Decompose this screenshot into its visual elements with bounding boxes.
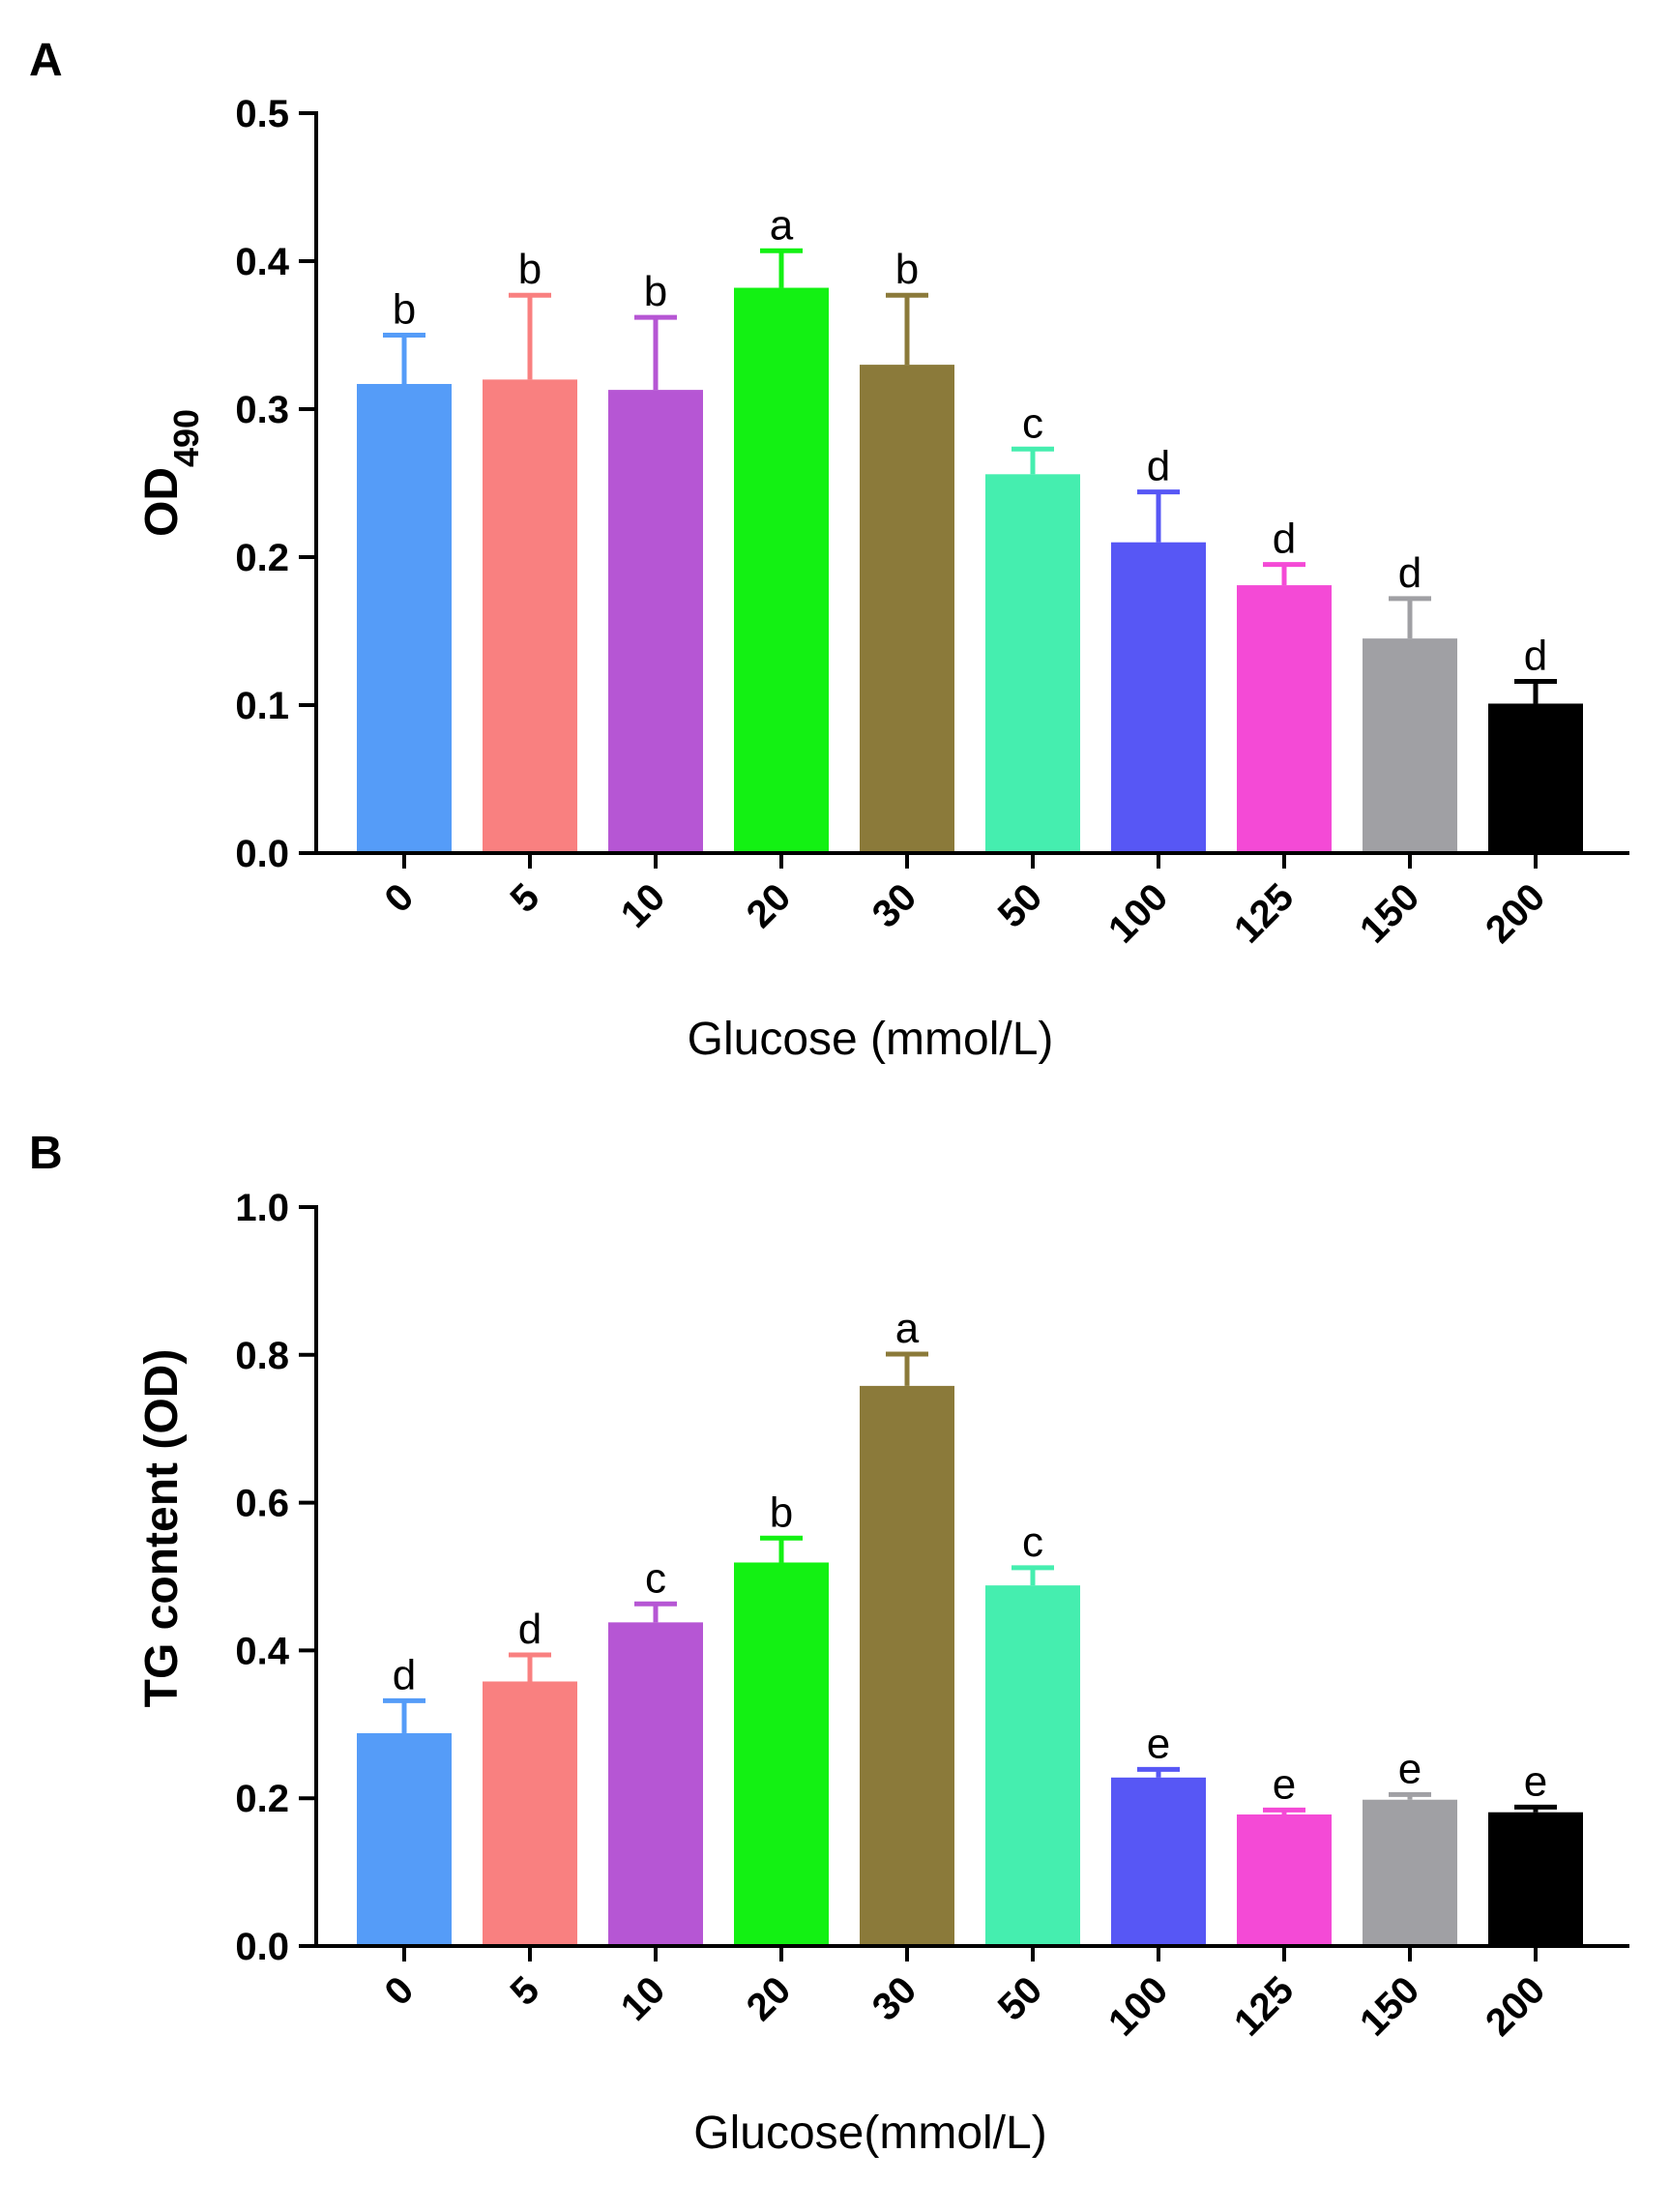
panel-a-y-tick-label-0.3: 0.3: [235, 389, 289, 431]
panel-a-bar-100: [1111, 542, 1206, 853]
panel-b-x-tick-label-20: 20: [739, 1968, 800, 2029]
panel-a-y-tick-label-0.2: 0.2: [235, 537, 289, 579]
panel-b-bar-10: [608, 1622, 703, 1946]
panel-b-bar-150: [1363, 1799, 1457, 1946]
panel-b-x-tick-label-5: 5: [503, 1968, 548, 2014]
panel-b-significance-0: d: [393, 1651, 416, 1698]
panel-a-x-tick-label-30: 30: [865, 875, 925, 936]
panel-a-x-tick-label-125: 125: [1226, 875, 1302, 951]
panel-b-y-axis-title: TG content (OD): [136, 1349, 188, 1708]
panel-a-significance-30: b: [895, 246, 919, 293]
panel-b-x-tick-label-150: 150: [1352, 1968, 1427, 2044]
panel-b-y-tick-label-0.2: 0.2: [235, 1778, 289, 1820]
panel-a-x-tick-label-10: 10: [613, 875, 674, 936]
panel-b-bar-100: [1111, 1777, 1206, 1946]
panel-b-x-tick-label-100: 100: [1100, 1968, 1176, 2044]
panel-b-bar-20: [734, 1562, 829, 1946]
panel-b-significance-100: e: [1147, 1720, 1170, 1767]
panel-a-bar-50: [985, 474, 1080, 853]
panel-a-letter: A: [29, 35, 63, 86]
panel-b-y-tick-label-0.6: 0.6: [235, 1483, 289, 1525]
panel-a-significance-50: c: [1022, 399, 1043, 447]
panel-b-bar-30: [860, 1385, 954, 1946]
panel-b-x-tick-label-125: 125: [1226, 1968, 1302, 2044]
panel-b-y-tick-label-1.0: 1.0: [235, 1187, 289, 1229]
panel-a-y-tick-label-0.5: 0.5: [235, 93, 289, 135]
panel-b-significance-20: b: [770, 1489, 793, 1536]
panel-b-y-tick-label-0.0: 0.0: [235, 1926, 289, 1968]
panel-a-bar-125: [1237, 585, 1332, 853]
panel-a-bar-150: [1363, 638, 1457, 853]
panel-b-significance-5: d: [518, 1606, 542, 1653]
panel-a-significance-200: d: [1524, 633, 1547, 680]
panel-a-significance-0: b: [393, 286, 416, 334]
panel-b-x-tick-label-10: 10: [613, 1968, 674, 2029]
panel-a-bar-30: [860, 365, 954, 853]
panel-a-x-tick-label-20: 20: [739, 875, 800, 936]
panel-a-x-tick-label-5: 5: [503, 875, 548, 921]
panel-b-y-tick-label-0.8: 0.8: [235, 1335, 289, 1377]
panel-a-significance-5: b: [518, 246, 542, 293]
panel-b-significance-150: e: [1398, 1745, 1422, 1792]
panel-a-y-tick-label-0.4: 0.4: [235, 241, 289, 283]
panel-a-bar-20: [734, 287, 829, 853]
panel-b-marks: d 0 d 5 c 10 b 20 a 30 c 50 e 100 e 125 e 150 e 200 0.0 0.2 0.…: [235, 1187, 1629, 2045]
panel-b-x-tick-label-50: 50: [990, 1968, 1051, 2029]
panel-b-x-tick-label-0: 0: [377, 1968, 423, 2014]
panel-a-y-tick-label-0.1: 0.1: [235, 685, 289, 727]
panel-b-y-tick-label-0.4: 0.4: [235, 1630, 289, 1672]
panel-b-significance-125: e: [1273, 1760, 1296, 1808]
panel-a-x-axis-title: Glucose (mmol/L): [688, 1014, 1054, 1065]
panel-a-significance-150: d: [1398, 549, 1422, 597]
panel-a-significance-100: d: [1147, 443, 1170, 490]
panel-a-significance-10: b: [644, 268, 667, 315]
panel-b-significance-50: c: [1022, 1519, 1043, 1566]
panel-a-bar-200: [1488, 703, 1583, 853]
panel-a-marks: b 0 b 5 b 10 a 20 b 30 c 50 d 100 d 125 d 150 d 200 0.0 0.1 0.…: [235, 93, 1629, 952]
panel-a-significance-20: a: [770, 201, 794, 249]
panel-a-x-tick-label-100: 100: [1100, 875, 1176, 951]
panel-b-significance-30: a: [895, 1305, 920, 1352]
panel-a-y-axis-title: OD490: [136, 409, 206, 537]
panel-a-x-tick-label-200: 200: [1478, 875, 1553, 951]
panel-a-x-tick-label-0: 0: [377, 875, 423, 921]
panel-b-bar-5: [483, 1681, 577, 1946]
panel-a-y-tick-label-0.0: 0.0: [235, 833, 289, 875]
panel-a: A OD490 Glucose (mmol/L) b 0 b 5 b 10 a 20 b 30 c 5…: [29, 35, 1629, 1065]
panel-b-significance-10: c: [645, 1554, 666, 1602]
panel-b-x-tick-label-30: 30: [865, 1968, 925, 2029]
panel-a-bar-10: [608, 390, 703, 853]
panel-a-significance-125: d: [1273, 516, 1296, 563]
panel-b-letter: B: [29, 1128, 63, 1179]
panel-b-x-tick-label-200: 200: [1478, 1968, 1553, 2044]
panel-b-bar-50: [985, 1585, 1080, 1946]
panel-a-bar-0: [357, 383, 452, 853]
panel-b-bar-125: [1237, 1814, 1332, 1946]
panel-a-x-tick-label-50: 50: [990, 875, 1051, 936]
panel-a-bar-5: [483, 379, 577, 853]
panel-b-significance-200: e: [1524, 1757, 1547, 1805]
panel-b: B TG content (OD) Glucose(mmol/L) d 0 d 5 c 1…: [29, 1128, 1629, 2159]
panel-b-bar-0: [357, 1732, 452, 1946]
panel-a-x-tick-label-150: 150: [1352, 875, 1427, 951]
panel-b-x-axis-title: Glucose(mmol/L): [693, 2108, 1046, 2159]
panel-b-bar-200: [1488, 1812, 1583, 1946]
